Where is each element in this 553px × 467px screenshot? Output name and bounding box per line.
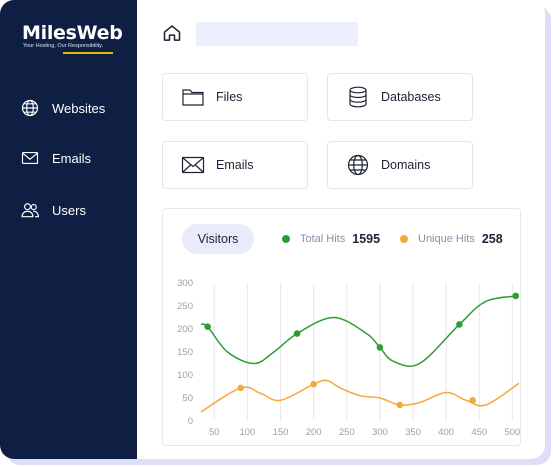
unique-hits-dot <box>400 235 408 243</box>
total-hits-point <box>456 321 463 328</box>
y-tick-label: 50 <box>182 393 193 404</box>
total-hits-dot <box>282 235 290 243</box>
x-tick-label: 450 <box>471 427 487 438</box>
x-tick-label: 100 <box>239 427 255 438</box>
unique-hits-point <box>310 380 317 388</box>
home-icon[interactable] <box>162 23 182 43</box>
unique-hits-line <box>200 379 520 413</box>
visitors-panel: Visitors Total Hits 1595 Unique Hits 258… <box>162 208 521 446</box>
y-tick-label: 0 <box>188 416 193 427</box>
search-input[interactable] <box>196 22 358 46</box>
legend-total-hits: Total Hits 1595 <box>282 232 380 246</box>
globe-icon <box>347 154 369 176</box>
files-card[interactable]: Files <box>162 73 308 121</box>
x-tick-label: 300 <box>372 427 388 438</box>
card-label: Databases <box>381 90 441 104</box>
databases-card[interactable]: Databases <box>327 73 473 121</box>
unique-hits-point <box>237 384 245 392</box>
total-hits-point <box>293 330 301 337</box>
unique-hits-point <box>396 401 404 409</box>
card-label: Files <box>216 90 243 104</box>
total-hits-point <box>204 323 211 330</box>
total-hits-line <box>200 295 520 367</box>
mail-icon <box>181 156 205 174</box>
x-tick-label: 250 <box>339 427 355 438</box>
sidebar-item-emails[interactable]: Emails <box>20 148 91 168</box>
total-hits-label: Total Hits <box>300 233 346 245</box>
sidebar-item-label: Users <box>52 202 86 218</box>
x-tick-label: 50 <box>209 427 220 438</box>
users-icon <box>21 203 39 218</box>
y-tick-label: 250 <box>177 301 193 312</box>
globe-icon <box>21 99 39 117</box>
domains-card[interactable]: Domains <box>327 141 473 189</box>
x-tick-label: 500 <box>504 427 520 438</box>
database-icon <box>349 86 367 108</box>
sidebar-item-label: Emails <box>52 150 92 166</box>
sidebar-item-websites[interactable]: Websites <box>20 98 105 118</box>
brand-tagline: Your Hosting, Our Responsibility. <box>23 43 104 49</box>
total-hits-point <box>376 344 384 351</box>
visitors-tab[interactable]: Visitors <box>182 224 254 254</box>
total-hits-value: 1595 <box>352 232 381 246</box>
unique-hits-point <box>469 397 476 404</box>
y-tick-label: 150 <box>177 347 193 358</box>
y-tick-label: 300 <box>177 278 193 289</box>
unique-hits-label: Unique Hits <box>418 233 475 245</box>
visitors-chart: 50 100 150 200 250 300 350 400 450 500 0 50 100 150 20… <box>177 278 520 438</box>
x-tick-label: 400 <box>438 427 454 438</box>
card-label: Emails <box>216 158 254 172</box>
sidebar: MilesWeb Your Hosting, Our Responsibilit… <box>0 0 137 459</box>
y-tick-label: 100 <box>177 370 193 381</box>
x-tick-label: 200 <box>306 427 322 438</box>
total-hits-point <box>512 292 519 300</box>
x-tick-label: 350 <box>405 427 421 438</box>
logo-underline <box>63 52 113 54</box>
x-tick-label: 150 <box>273 427 289 438</box>
folder-icon <box>182 89 204 106</box>
mail-icon <box>21 152 39 164</box>
main-content: Files Databases Emails Domains Visitors … <box>137 0 545 459</box>
unique-hits-value: 258 <box>481 232 503 246</box>
sidebar-item-label: Websites <box>52 100 106 116</box>
legend-unique-hits: Unique Hits 258 <box>400 232 503 246</box>
emails-card[interactable]: Emails <box>162 141 308 189</box>
sidebar-item-users[interactable]: Users <box>20 200 86 220</box>
y-tick-label: 200 <box>177 324 193 335</box>
app-window: MilesWeb Your Hosting, Our Responsibilit… <box>0 0 545 459</box>
brand-logo: MilesWeb <box>22 22 123 44</box>
card-label: Domains <box>381 158 431 172</box>
